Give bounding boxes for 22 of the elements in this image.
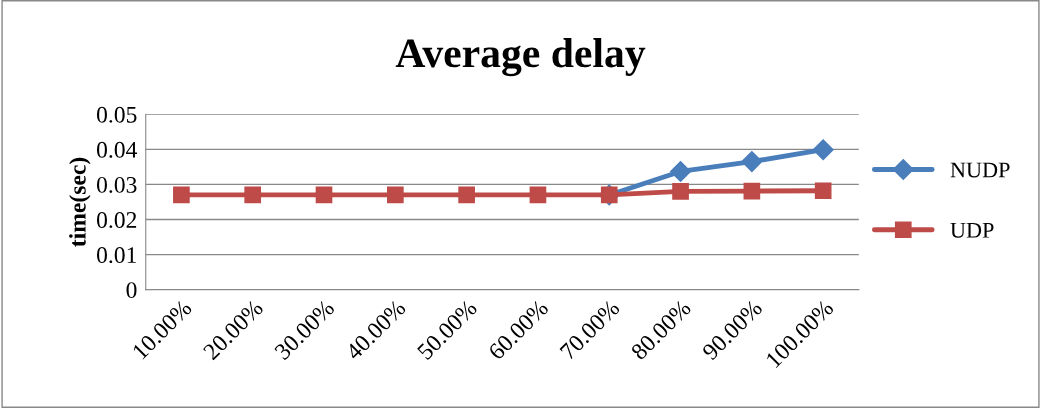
point bbox=[741, 151, 763, 173]
y-tick-label: 0.01 bbox=[96, 247, 136, 264]
point bbox=[743, 182, 761, 200]
y-axis-title: time(sec) bbox=[69, 157, 91, 247]
y-tick-label: 0.04 bbox=[96, 141, 138, 158]
point bbox=[173, 186, 190, 204]
point bbox=[670, 160, 692, 182]
y-tick-label: 0.02 bbox=[96, 211, 137, 229]
point bbox=[672, 183, 689, 200]
chart-title: Average delay bbox=[395, 38, 646, 77]
point bbox=[386, 186, 404, 204]
legend-label: NUDP bbox=[950, 162, 1010, 178]
point bbox=[315, 186, 333, 204]
point bbox=[244, 186, 262, 204]
point bbox=[458, 186, 475, 204]
point bbox=[812, 139, 834, 161]
y-tick-label: 0.05 bbox=[96, 106, 137, 123]
y-tick-label: 0.03 bbox=[96, 176, 137, 193]
point bbox=[814, 182, 832, 200]
legend-label: UDP bbox=[950, 222, 994, 238]
y-tick-label: 0 bbox=[126, 282, 137, 299]
point bbox=[529, 186, 547, 204]
